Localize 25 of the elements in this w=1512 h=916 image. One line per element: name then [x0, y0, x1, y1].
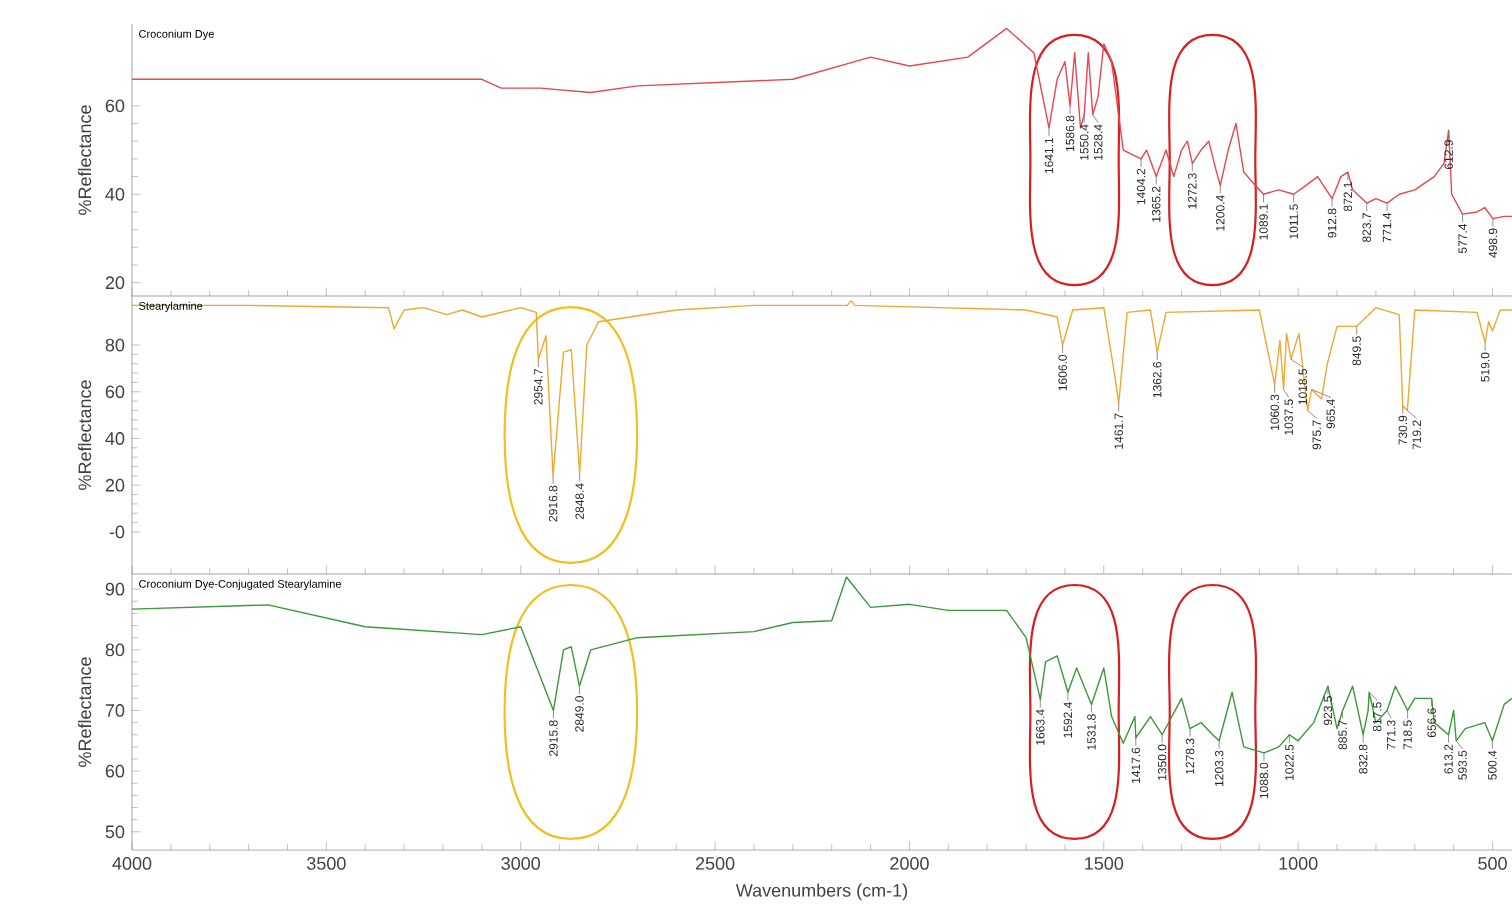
- y-axis-title: %Reflectance: [77, 657, 92, 767]
- x-tick-label: 2000: [890, 857, 929, 870]
- x-tick-label: 3000: [501, 857, 541, 870]
- y-tick-label: 90: [105, 582, 125, 596]
- y-tick-label: 60: [105, 385, 125, 399]
- x-tick-label: 4000: [112, 857, 152, 870]
- y-axis-title: %Reflectance: [77, 380, 92, 490]
- y-tick-label: 40: [105, 432, 125, 445]
- y-tick-label: 80: [105, 643, 125, 657]
- y-tick-label: 50: [105, 825, 125, 839]
- x-tick-label: 500: [1478, 857, 1507, 870]
- x-tick-label: 3500: [307, 857, 346, 870]
- y-tick-label: 40: [105, 187, 125, 201]
- y-tick-label: 60: [105, 764, 125, 778]
- y-axis-title: %Reflectance: [77, 105, 92, 215]
- y-tick-label: 70: [105, 704, 125, 717]
- y-tick-label: -0: [109, 525, 125, 539]
- x-tick-label: 2500: [695, 857, 735, 870]
- y-tick-label: 20: [105, 478, 125, 492]
- y-tick-label: 80: [105, 338, 125, 352]
- x-tick-label: 1000: [1279, 857, 1318, 870]
- x-axis-title: Wavenumbers (cm-1): [735, 883, 908, 901]
- y-tick-label: 60: [105, 99, 125, 113]
- y-tick-label: 20: [105, 276, 125, 290]
- x-tick-label: 1500: [1085, 857, 1124, 870]
